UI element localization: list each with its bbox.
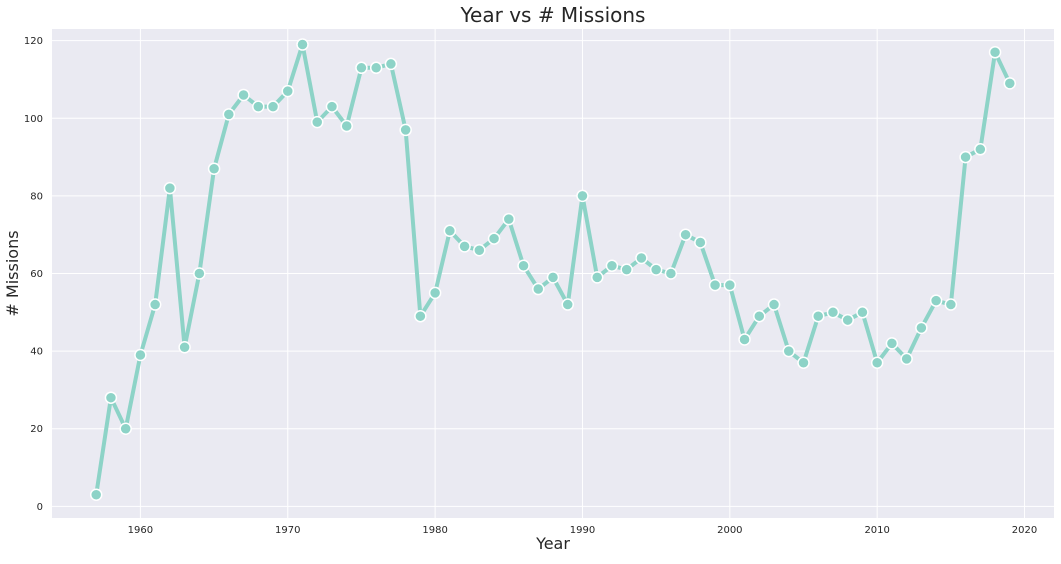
data-point [104, 391, 118, 404]
data-point [237, 88, 250, 102]
data-point [811, 309, 825, 323]
data-point [222, 108, 236, 121]
y-tick-labels: 0 20 40 60 80 100 120 [24, 36, 43, 513]
data-point [605, 259, 619, 272]
data-point [119, 422, 132, 435]
data-point [148, 298, 162, 311]
data-point [679, 228, 692, 241]
data-point [473, 243, 486, 257]
data-point [870, 356, 884, 370]
data-point [723, 278, 737, 292]
y-axis-label: # Missions [3, 230, 22, 316]
data-point [414, 309, 427, 323]
data-point [900, 352, 913, 366]
y-tick-label: 80 [30, 191, 43, 202]
data-point [281, 84, 295, 98]
x-tick-label: 2010 [864, 525, 889, 536]
data-point [649, 263, 663, 276]
data-point [384, 57, 398, 71]
data-point [664, 267, 678, 280]
data-point [355, 61, 368, 75]
x-tick-label: 1990 [570, 525, 595, 536]
data-point [134, 348, 147, 362]
data-point [782, 344, 796, 358]
data-point [988, 46, 1002, 59]
data-point [576, 189, 589, 203]
data-points [89, 38, 1017, 501]
data-point [89, 488, 103, 501]
x-tick-label: 1960 [128, 525, 153, 536]
data-point [340, 119, 353, 133]
data-point [1003, 77, 1017, 90]
data-point [163, 181, 177, 195]
data-point [458, 240, 471, 253]
data-point [826, 306, 840, 319]
data-point [487, 232, 501, 245]
y-tick-label: 60 [30, 269, 43, 280]
data-point [532, 282, 545, 296]
data-point [546, 271, 560, 284]
data-point [767, 298, 781, 311]
data-point [841, 313, 854, 327]
data-point [635, 251, 648, 265]
data-point [178, 340, 191, 354]
data-point [207, 162, 221, 175]
chart-title: Year vs # Missions [460, 3, 646, 27]
data-point [959, 150, 972, 164]
data-point [428, 286, 442, 300]
data-point [266, 100, 280, 113]
y-tick-label: 120 [24, 36, 43, 47]
x-tick-label: 1980 [422, 525, 447, 536]
data-point [193, 267, 206, 280]
data-point [443, 224, 457, 238]
data-point [561, 298, 574, 311]
data-point [753, 309, 766, 323]
data-point [974, 143, 987, 156]
data-point [369, 61, 383, 75]
y-tick-label: 20 [30, 424, 43, 435]
data-point [296, 38, 309, 51]
data-point [590, 271, 604, 284]
x-tick-label: 1970 [275, 525, 300, 536]
y-tick-label: 100 [24, 114, 43, 125]
data-point [797, 356, 810, 370]
data-point [915, 321, 928, 335]
y-tick-label: 40 [30, 347, 43, 358]
data-point [708, 278, 722, 292]
grid-lines [52, 29, 1054, 518]
data-point [856, 306, 869, 319]
data-point [252, 100, 265, 113]
data-point [325, 100, 339, 113]
data-point [502, 212, 516, 226]
data-point [620, 263, 633, 276]
data-point [885, 337, 899, 350]
y-tick-label: 0 [37, 502, 43, 513]
data-point [929, 294, 943, 307]
data-point [399, 123, 412, 137]
x-tick-label: 2000 [717, 525, 742, 536]
data-point [517, 259, 530, 272]
data-point [694, 236, 707, 249]
x-tick-label: 2020 [1012, 525, 1037, 536]
data-point [310, 115, 324, 129]
data-point [944, 298, 958, 311]
x-tick-labels: 1960 1970 1980 1990 2000 2010 2020 [128, 525, 1038, 536]
data-point [738, 333, 751, 346]
x-axis-label: Year [535, 534, 570, 553]
